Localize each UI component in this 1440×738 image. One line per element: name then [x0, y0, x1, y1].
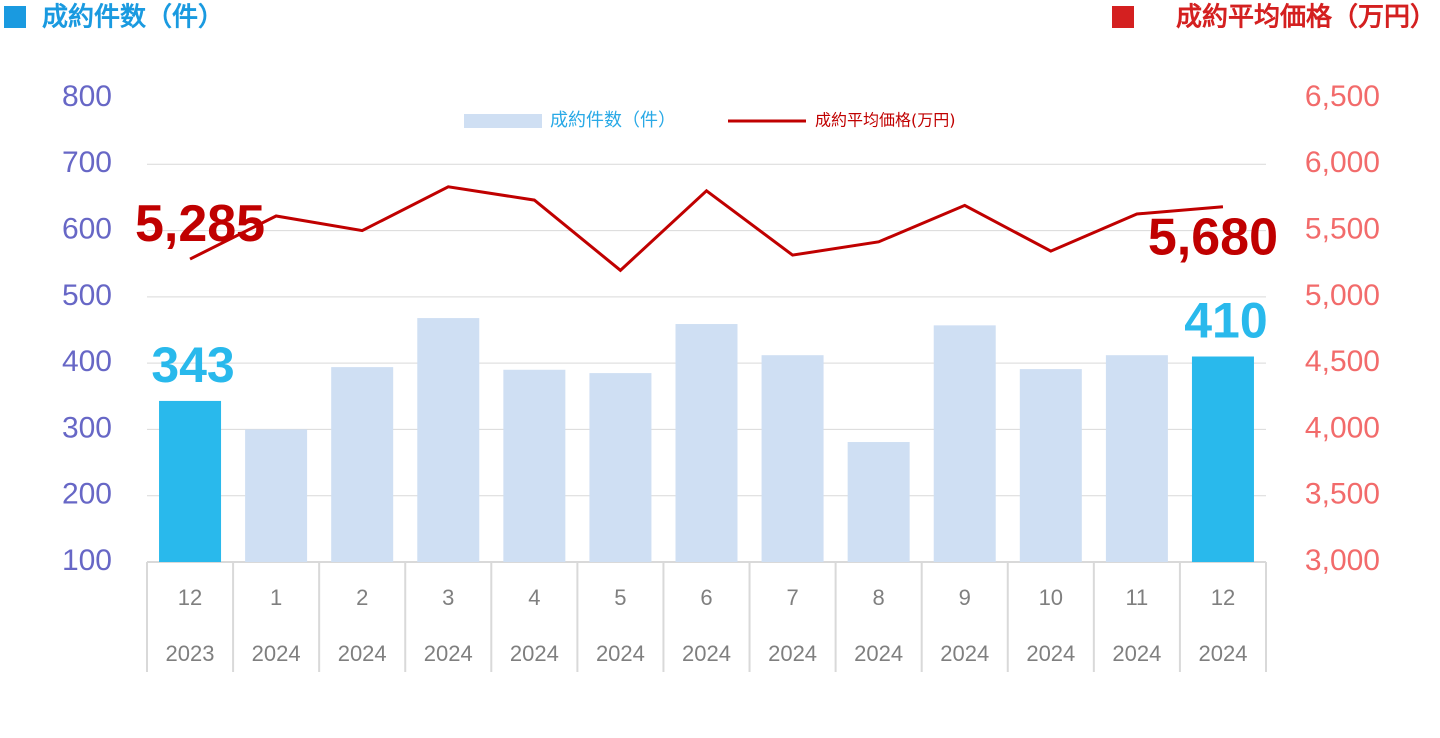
y-tick-label: 600	[62, 212, 112, 245]
x-year-label: 2024	[510, 641, 559, 666]
y2-tick-label: 3,500	[1305, 478, 1380, 511]
y-tick-label: 300	[62, 411, 112, 444]
y2-tick-label: 6,500	[1305, 80, 1380, 113]
y2-tick-label: 5,000	[1305, 279, 1380, 312]
x-tick-label: 12	[178, 585, 202, 610]
bar	[589, 373, 652, 562]
x-tick-label: 11	[1125, 585, 1148, 610]
x-year-label: 2024	[1112, 641, 1161, 666]
x-tick-label: 5	[614, 585, 626, 610]
x-year-label: 2024	[682, 641, 731, 666]
x-year-label: 2024	[854, 641, 903, 666]
bar	[159, 400, 222, 562]
bar	[675, 324, 738, 562]
y-tick-label: 500	[62, 279, 112, 312]
y-tick-label: 800	[62, 80, 112, 113]
y2-tick-label: 6,000	[1305, 146, 1380, 179]
x-tick-label: 7	[786, 585, 798, 610]
x-year-label: 2024	[338, 641, 387, 666]
y-tick-label: 400	[62, 345, 112, 378]
x-year-label: 2024	[1198, 641, 1247, 666]
x-tick-label: 1	[270, 585, 282, 610]
y2-axis-title: 成約平均価格（万円）	[1176, 2, 1436, 33]
legend-label: 成約平均価格(万円)	[815, 111, 956, 130]
data-label: 410	[1184, 293, 1267, 349]
data-label: 5,680	[1148, 208, 1278, 266]
x-year-label: 2023	[166, 641, 215, 666]
x-year-label: 2024	[768, 641, 817, 666]
line	[189, 185, 1224, 273]
bar	[417, 318, 480, 562]
x-year-label: 2024	[424, 641, 473, 666]
legend-label: 成約件数（件）	[550, 110, 676, 131]
y2-tick-label: 4,500	[1305, 345, 1380, 378]
y-axis-title: 成約件数（件）	[42, 2, 224, 33]
x-tick-label: 12	[1211, 585, 1235, 610]
x-tick-label: 10	[1039, 585, 1063, 610]
bar	[761, 355, 824, 562]
bar	[847, 442, 910, 562]
bar	[1191, 356, 1254, 562]
bar	[1019, 369, 1082, 562]
legend-swatch	[464, 114, 542, 128]
y-tick-label: 200	[62, 478, 112, 511]
x-tick-label: 2	[356, 585, 368, 610]
x-year-label: 2024	[252, 641, 301, 666]
y2-title-marker	[1112, 6, 1134, 28]
bar	[503, 369, 566, 562]
x-tick-label: 9	[959, 585, 971, 610]
x-tick-label: 8	[873, 585, 885, 610]
y2-tick-label: 5,500	[1305, 212, 1380, 245]
y-tick-label: 700	[62, 146, 112, 179]
y-tick-label: 100	[62, 544, 112, 577]
bar	[331, 367, 394, 562]
y-title-marker	[4, 6, 26, 28]
x-tick-label: 6	[700, 585, 712, 610]
y2-tick-label: 3,000	[1305, 544, 1380, 577]
x-year-label: 2024	[940, 641, 989, 666]
bar	[1105, 355, 1168, 562]
data-label: 5,285	[135, 195, 265, 253]
x-tick-label: 3	[442, 585, 454, 610]
x-year-label: 2024	[596, 641, 645, 666]
bar	[933, 325, 996, 562]
x-tick-label: 4	[528, 585, 540, 610]
x-year-label: 2024	[1026, 641, 1075, 666]
y2-tick-label: 4,000	[1305, 411, 1380, 444]
bar	[245, 429, 308, 562]
data-label: 343	[151, 337, 234, 393]
